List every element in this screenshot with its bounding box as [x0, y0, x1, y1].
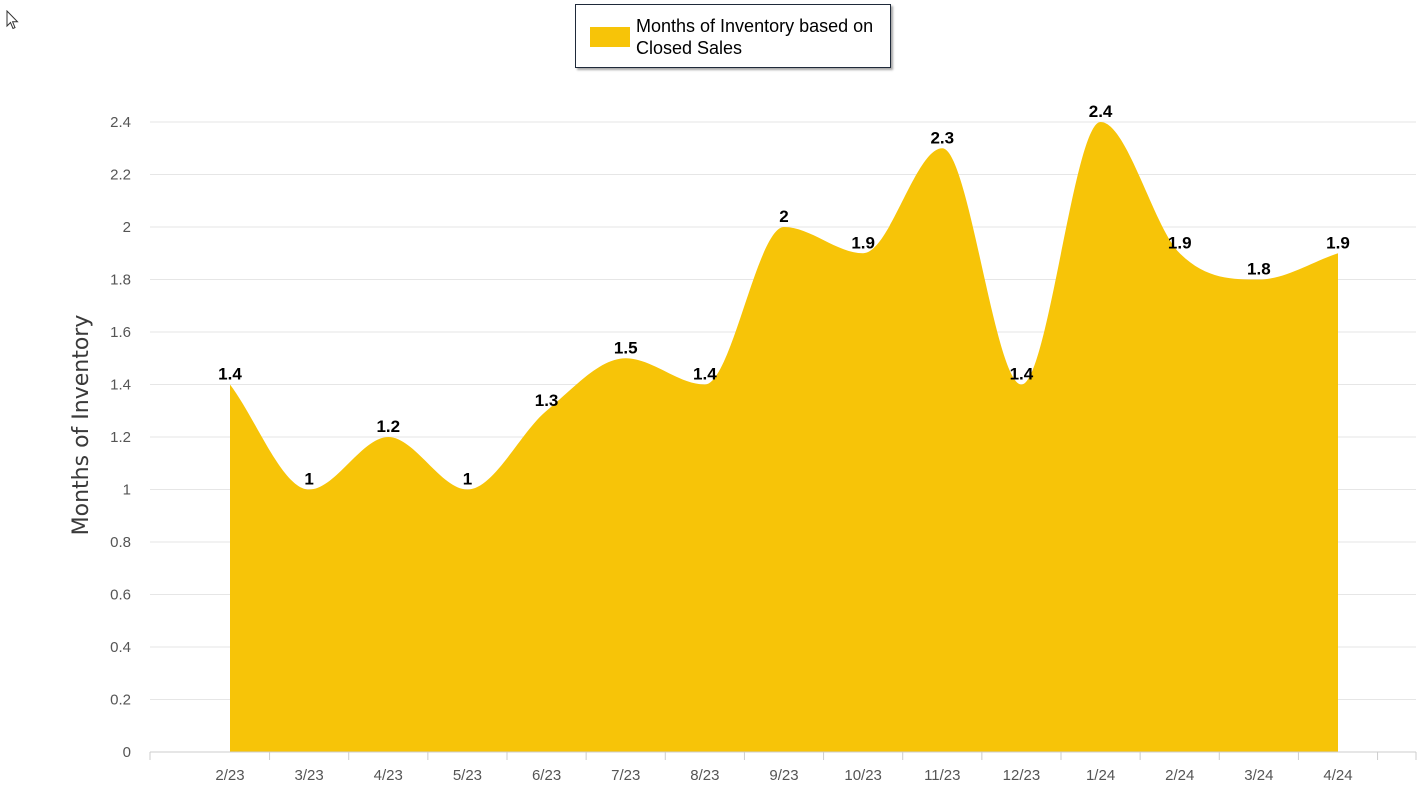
y-tick-label: 1.2: [110, 429, 131, 446]
y-tick-label: 0.8: [110, 534, 131, 551]
x-tick-label: 6/23: [532, 767, 561, 784]
data-label: 1.8: [1247, 260, 1271, 279]
x-axis-ticks: 2/23 3/23 4/23 5/23 6/23 7/23 8/23 9/23 10/23 11/…: [215, 767, 1352, 784]
data-label: 2.4: [1089, 102, 1113, 121]
data-label: 1.4: [693, 365, 717, 384]
y-tick-label: 0.2: [110, 692, 131, 709]
x-tick-label: 12/23: [1003, 767, 1041, 784]
y-tick-label: 0: [123, 744, 131, 761]
data-label: 1.4: [1010, 365, 1034, 384]
data-label: 1.4: [218, 365, 242, 384]
legend-swatch: [590, 27, 630, 47]
y-tick-label: 1: [123, 482, 131, 499]
y-tick-label: 0.6: [110, 587, 131, 604]
y-tick-label: 2.2: [110, 167, 131, 184]
y-tick-label: 0.4: [110, 639, 131, 656]
x-tick-label: 11/23: [924, 767, 960, 784]
data-label: 2.3: [930, 128, 954, 147]
legend-label: Months of Inventory based on Closed Sale…: [636, 16, 874, 58]
data-label: 1.3: [535, 391, 559, 410]
x-tick-label: 7/23: [611, 767, 640, 784]
legend: Months of Inventory based on Closed Sale…: [575, 4, 891, 68]
data-labels: 1.4 1 1.2 1 1.3 1.5 1.4 2 1.9 2.3 1.4 2.4 1.9 1.8 1.9: [218, 102, 1350, 489]
data-label: 1.5: [614, 338, 638, 357]
x-tick-label: 4/23: [374, 767, 403, 784]
mouse-pointer-icon: [6, 10, 19, 30]
x-tick-label: 10/23: [844, 767, 882, 784]
y-tick-label: 1.8: [110, 272, 131, 289]
x-axis: [149, 751, 1417, 760]
y-tick-label: 2.4: [110, 114, 131, 131]
data-label: 1.2: [376, 417, 400, 436]
x-tick-label: 3/23: [295, 767, 324, 784]
x-tick-label: 2/23: [215, 767, 244, 784]
data-label: 1.9: [851, 233, 875, 252]
data-label: 1: [463, 470, 472, 489]
y-tick-label: 1.6: [110, 324, 131, 341]
y-axis-title: Months of Inventory: [69, 315, 94, 536]
x-tick-label: 5/23: [453, 767, 482, 784]
data-label: 1: [304, 470, 313, 489]
data-label: 1.9: [1168, 233, 1192, 252]
x-tick-label: 8/23: [690, 767, 719, 784]
x-tick-label: 9/23: [769, 767, 798, 784]
y-tick-label: 2: [123, 219, 131, 236]
area-series: [230, 122, 1338, 752]
y-axis-ticks: 0 0.2 0.4 0.6 0.8 1 1.2 1.4 1.6 1.8 2 2.2 2.4: [110, 114, 131, 761]
x-tick-label: 1/24: [1086, 767, 1115, 784]
x-tick-label: 3/24: [1244, 767, 1273, 784]
data-label: 2: [779, 207, 788, 226]
y-tick-label: 1.4: [110, 377, 131, 394]
x-tick-label: 2/24: [1165, 767, 1194, 784]
x-tick-label: 4/24: [1323, 767, 1352, 784]
data-label: 1.9: [1326, 233, 1350, 252]
